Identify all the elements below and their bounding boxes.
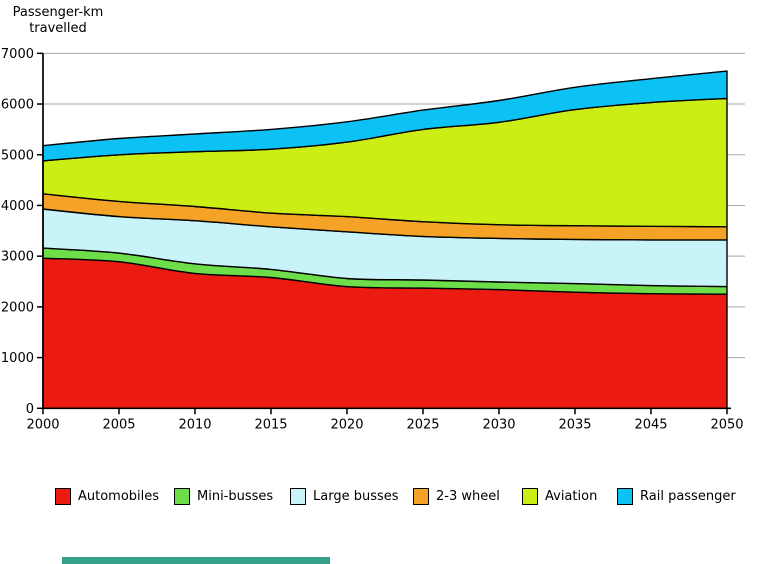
legend-item-large-busses: Large busses [290, 487, 399, 505]
x-tick-label-2020: 2020 [330, 417, 363, 432]
legend-swatch-2-3-wheel [413, 487, 429, 505]
y-tick-label-7000: 7000 [1, 47, 34, 62]
legend-item-mini-busses: Mini-busses [174, 487, 273, 505]
legend-label-automobiles: Automobiles [78, 488, 160, 504]
y-tick-label-6000: 6000 [1, 98, 34, 113]
legend-swatch-large-busses [290, 487, 306, 505]
x-tick-label-2035: 2035 [558, 417, 591, 432]
legend-swatch-automobiles [55, 487, 71, 505]
cropped-page-element [62, 557, 330, 564]
legend-label-2-3-wheel: 2-3 wheel [436, 488, 500, 504]
legend-label-mini-busses: Mini-busses [197, 488, 274, 504]
legend-item-automobiles: Automobiles [55, 487, 159, 505]
y-axis-title: Passenger-km travelled [6, 5, 110, 37]
x-tick-label-2045: 2045 [634, 417, 667, 432]
x-tick-label-2050: 2050 [710, 417, 743, 432]
area-rail-passenger [42, 70, 728, 162]
x-tick-label-2005: 2005 [102, 417, 135, 432]
x-tick-label-2015: 2015 [254, 417, 287, 432]
legend-label-aviation: Aviation [545, 488, 598, 504]
y-tick-label-2000: 2000 [1, 300, 34, 315]
y-tick-label-5000: 5000 [1, 148, 34, 163]
x-tick-label-2000: 2000 [26, 417, 59, 432]
legend-swatch-rail-passenger [617, 487, 633, 505]
legend-swatch-aviation [522, 487, 538, 505]
x-tick-label-2010: 2010 [178, 417, 211, 432]
legend-item-rail-passenger: Rail passenger [617, 487, 736, 505]
y-tick-label-4000: 4000 [1, 199, 34, 214]
legend-swatch-mini-busses [174, 487, 190, 505]
y-tick-label-0: 0 [26, 402, 34, 417]
y-axis-title-line2: travelled [29, 21, 87, 36]
x-tick-label-2025: 2025 [406, 417, 439, 432]
y-tick-label-3000: 3000 [1, 250, 34, 265]
x-tick-label-2030: 2030 [482, 417, 515, 432]
legend-item-aviation: Aviation [522, 487, 597, 505]
legend-label-large-busses: Large busses [313, 488, 399, 504]
y-tick-label-1000: 1000 [1, 351, 34, 366]
legend-label-rail-passenger: Rail passenger [640, 488, 736, 504]
y-axis-title-line1: Passenger-km [12, 5, 104, 20]
legend-item-2-3-wheel: 2-3 wheel [413, 487, 500, 505]
